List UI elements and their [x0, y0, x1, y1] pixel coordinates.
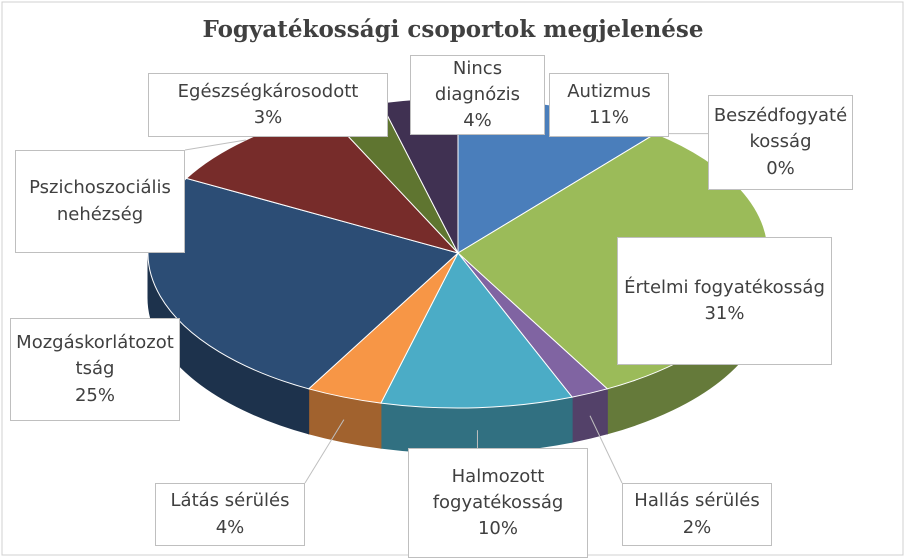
label-category: Nincs diagnózis [434, 57, 521, 105]
data-label: Mozgáskorlátozottság 25% [10, 318, 180, 421]
label-category: Egészségkárosodott [177, 80, 359, 102]
label-value: 11% [588, 107, 629, 128]
data-label: Halmozott fogyatékosság 10% [408, 448, 588, 558]
slice-side [571, 388, 608, 443]
label-value: 4% [463, 110, 492, 132]
label-category: Értelmi fogyatékosság [624, 276, 825, 298]
data-label: Értelmi fogyatékosság 31% [617, 237, 832, 365]
label-category: Pszichoszociális nehézség [29, 177, 171, 225]
leader-line [304, 419, 345, 484]
label-category: Hallás sérülés [634, 490, 760, 512]
data-label: Egészségkárosodott 3% [148, 73, 388, 137]
label-value: 10% [477, 518, 518, 540]
label-category: Autizmus [567, 80, 651, 102]
label-value: 3% [253, 107, 283, 128]
label-category: Látás sérülés [170, 490, 290, 512]
label-category: Beszédfogyatékosság [713, 105, 848, 153]
label-value: 25% [74, 384, 115, 406]
data-label: Látás sérülés 4% [155, 483, 305, 546]
slice [380, 252, 574, 409]
label-value: 2% [682, 516, 712, 538]
label-value: 0% [766, 157, 795, 179]
leader-line [589, 415, 623, 484]
chart-title: Fogyatékossági csoportok megjelenése [202, 16, 704, 43]
label-category: Halmozott fogyatékosság [432, 465, 564, 513]
label-category: Mozgáskorlátozottság [16, 332, 174, 380]
data-label: Beszédfogyatékosság 0% [708, 95, 853, 190]
label-value: 4% [215, 516, 245, 538]
data-label: Hallás sérülés 2% [622, 483, 772, 546]
data-label: Nincs diagnózis 4% [410, 55, 545, 135]
label-value: 31% [704, 303, 745, 324]
data-label: Pszichoszociális nehézség [15, 150, 185, 253]
leader-line [184, 139, 246, 151]
data-label: Autizmus 11% [549, 73, 669, 137]
